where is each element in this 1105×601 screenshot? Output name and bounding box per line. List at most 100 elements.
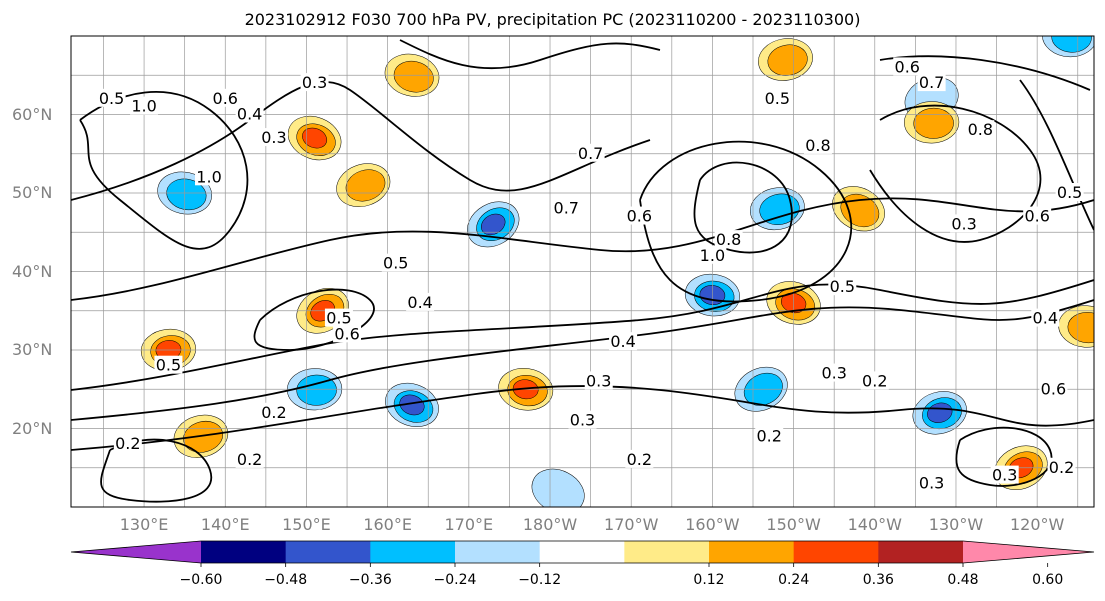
colorbar-tick-label: 0.12: [693, 572, 725, 588]
pv-contour-label: 0.5: [1057, 183, 1082, 202]
pv-label-bg: [259, 402, 288, 421]
pv-label-bg: [300, 73, 329, 92]
pv-label-bg: [333, 324, 362, 343]
pc-anomaly-level: [913, 107, 954, 139]
pc-anomaly: [531, 468, 585, 507]
pv-contour-label: 0.6: [1041, 379, 1066, 398]
pv-label-bg: [625, 206, 654, 225]
lon-tick-label: 120°W: [1009, 515, 1065, 534]
pv-contour-label: 0.6: [334, 324, 359, 343]
pv-label-bg: [820, 363, 849, 382]
pv-contour-label: 0.3: [919, 473, 944, 492]
pv-contour-label: 0.2: [627, 450, 652, 469]
pv-label-bg: [381, 253, 410, 272]
pv-label-bg: [576, 143, 605, 162]
pv-contour-line: [879, 55, 1091, 91]
colorbar-band: [285, 541, 371, 563]
colorbar-tick-label: 0.24: [778, 572, 810, 588]
pv-contour-line: [71, 81, 651, 201]
pv-contour-label: 0.5: [830, 277, 855, 296]
colorbar-band: [201, 541, 287, 563]
pv-label-bg: [154, 355, 183, 374]
pv-contour-label: 0.8: [805, 136, 830, 155]
pv-label-bg: [130, 96, 159, 115]
lon-tick-label: 160°E: [363, 515, 412, 534]
pv-contour-label: 0.3: [951, 214, 976, 233]
colorbar-band: [455, 541, 541, 563]
pv-contour-label: 0.6: [213, 89, 238, 108]
lon-tick-label: 150°W: [766, 515, 821, 534]
pv-contour-label: 1.0: [196, 167, 221, 186]
colorbar-tick-label: −0.24: [433, 572, 477, 588]
pc-anomaly-level: [531, 468, 585, 507]
pv-label-bg: [893, 57, 922, 76]
plot-frame: [70, 35, 1095, 508]
pv-label-bg: [860, 371, 889, 390]
pv-contour-label: 0.3: [261, 128, 286, 147]
pv-label-bg: [584, 371, 613, 390]
pv-contour-label: 0.4: [1033, 309, 1058, 328]
pc-anomaly-level: [393, 60, 434, 93]
pc-anomaly-level: [183, 420, 224, 453]
pv-label-bg: [755, 426, 784, 445]
plot-area: 0.5 0.60.40.30.31.01.00.50.50.60.40.50.20…: [71, 36, 1094, 507]
pc-anomaly: [912, 391, 967, 435]
colorbar-tick-label: 0.36: [862, 572, 894, 588]
pv-contour-label: 0.3: [302, 73, 327, 92]
lon-tick-label: 180°W: [522, 515, 578, 534]
pc-anomaly: [750, 187, 805, 231]
colorbar-band: [539, 541, 625, 563]
pv-contour-label: 0.7: [578, 144, 603, 163]
pv-contour-line: [71, 385, 1094, 451]
colorbar-extend-low: [71, 541, 201, 563]
lon-tick-label: 130°E: [119, 515, 169, 534]
pv-contour-line: [100, 438, 213, 503]
lat-tick-label: 60°N: [12, 104, 53, 124]
pv-label-bg: [609, 332, 638, 351]
colorbar-tick-label: −0.48: [264, 572, 308, 588]
pv-label-bg: [950, 214, 979, 233]
pv-contour-label: 0.5: [326, 309, 351, 328]
pv-contour-label: 1.0: [700, 246, 725, 265]
pv-label-bg: [698, 245, 727, 264]
pv-label-bg: [406, 292, 435, 311]
pc-anomaly: [287, 115, 342, 161]
pv-label-bg: [625, 449, 654, 468]
pv-contour-line: [955, 426, 1053, 487]
lat-tick-label: 30°N: [12, 340, 53, 359]
pv-label-bg: [763, 88, 792, 107]
pc-anomaly-level: [399, 394, 425, 416]
pv-contour-label: 0.2: [757, 426, 782, 445]
pc-anomaly: [336, 163, 391, 207]
pv-contour-label: 0.5: [765, 89, 790, 108]
pv-contour-label: 0.6: [1024, 207, 1049, 226]
lon-tick-label: 170°W: [604, 515, 659, 534]
pv-label-bg: [1047, 457, 1076, 476]
pv-contour-label: 0.3: [992, 466, 1017, 485]
chart-title: 2023102912 F030 700 hPa PV, precipitatio…: [244, 10, 861, 29]
colorbar-tick-label: 0.60: [1032, 572, 1064, 588]
colorbar-band: [793, 541, 879, 563]
pc-anomaly-level: [166, 178, 207, 211]
colorbar-tick-label: −0.12: [518, 572, 562, 588]
lon-tick-label: 140°W: [847, 515, 902, 534]
pv-label-bg: [235, 449, 264, 468]
pv-contour-label: 0.4: [610, 332, 635, 351]
pv-contour-line: [253, 288, 375, 351]
lon-tick-label: 130°W: [928, 515, 984, 534]
pv-label-bg: [714, 230, 743, 249]
pv-contour-label: 0.4: [237, 105, 262, 124]
pc-anomaly: [467, 201, 520, 248]
pc-anomaly-level: [481, 213, 506, 236]
pv-contour-label: 0.3: [821, 364, 846, 383]
lat-tick-label: 40°N: [12, 261, 53, 281]
pv-contour-line: [71, 197, 1094, 301]
pv-contour-label: 0.8: [968, 120, 993, 139]
pv-label-bg: [1031, 308, 1060, 327]
pv-contour-label: 0.2: [862, 371, 887, 390]
pv-contour-line: [639, 140, 853, 303]
colorbar-band: [624, 541, 710, 563]
pv-contour-label: 0.3: [586, 371, 611, 390]
pv-label-bg: [990, 465, 1019, 484]
pv-contour-line: [71, 279, 1094, 391]
